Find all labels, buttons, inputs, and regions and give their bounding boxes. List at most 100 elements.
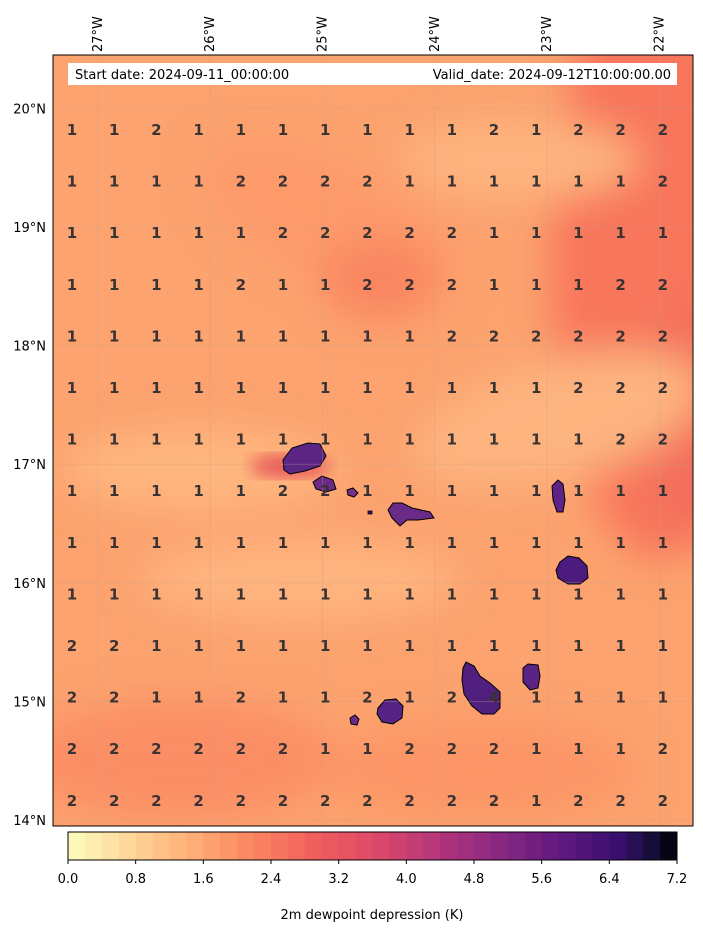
station-value: 2 [278,173,288,191]
colorbar-tick-label: 0.0 [58,872,79,887]
station-value: 2 [320,792,330,810]
island-sal [551,479,566,513]
station-value: 1 [531,792,541,810]
colorbar-band [254,832,272,860]
station-value: 1 [615,740,625,758]
station-value: 1 [320,327,330,345]
station-value: 1 [151,689,161,707]
island-santiago [461,661,501,715]
station-value: 1 [236,327,246,345]
colorbar-band [490,832,509,860]
station-value: 1 [109,431,119,449]
station-value: 1 [109,121,119,139]
station-value: 1 [489,534,499,552]
station-value: 2 [236,740,246,758]
station-value: 1 [658,482,668,500]
station-value: 1 [193,327,203,345]
station-value: 1 [278,121,288,139]
station-value: 1 [489,431,499,449]
station-value: 2 [109,637,119,655]
colorbar-band [304,832,323,860]
station-value: 1 [489,585,499,603]
station-value: 1 [615,637,625,655]
station-value: 1 [615,689,625,707]
colorbar-band [203,832,221,860]
colorbar-band [575,832,593,860]
station-value: 1 [447,637,457,655]
colorbar-band [135,832,154,860]
station-value: 1 [531,379,541,397]
start-date-label: Start date: 2024-09-11_00:00:00 [75,68,289,83]
colorbar-band [474,832,492,860]
station-value: 1 [404,431,414,449]
station-value: 2 [278,740,288,758]
colorbar-tick-label: 4.0 [396,872,417,887]
colorbar-band [660,832,678,860]
station-value: 1 [109,224,119,242]
station-value: 1 [278,327,288,345]
longitude-tick-label: 24°W [428,16,443,52]
station-value: 1 [615,534,625,552]
latitude-tick-label: 15°N [13,695,46,710]
station-value: 1 [362,637,372,655]
colorbar-band [186,832,204,860]
station-value: 2 [151,792,161,810]
station-value: 2 [447,224,457,242]
colorbar: 0.0 0.8 1.6 2.4 3.2 4.0 4.8 5.6 6.4 7.2 2m dewpoi… [58,831,687,923]
station-value: 1 [193,276,203,294]
station-value: 1 [193,637,203,655]
colorbar-band [372,832,390,860]
station-value: 1 [320,379,330,397]
station-value: 1 [151,276,161,294]
colorbar-band [287,832,306,860]
station-value: 2 [236,276,246,294]
longitude-tick-label: 22°W [652,16,667,52]
station-value: 1 [193,482,203,500]
station-value: 1 [573,224,583,242]
station-value: 2 [404,740,414,758]
station-value: 2 [278,224,288,242]
station-value: 1 [320,534,330,552]
station-value: 2 [489,121,499,139]
island-sao-nicolau [367,502,435,527]
colorbar-band [355,832,373,860]
station-value: 2 [362,173,372,191]
station-value: 1 [447,173,457,191]
colorbar-bands [68,832,678,860]
colorbar-band [169,832,187,860]
station-value: 1 [320,689,330,707]
station-value: 1 [278,534,288,552]
station-value: 2 [151,121,161,139]
station-value: 1 [67,585,77,603]
station-value: 1 [151,637,161,655]
station-value: 1 [67,379,77,397]
station-value: 1 [404,327,414,345]
station-value: 1 [447,534,457,552]
station-value: 2 [362,276,372,294]
colorbar-band [609,832,627,860]
station-value: 1 [151,431,161,449]
station-value: 2 [193,740,203,758]
colorbar-band [558,832,576,860]
station-value: 1 [278,431,288,449]
station-value: 1 [67,482,77,500]
colorbar-band [626,832,644,860]
station-value: 2 [447,276,457,294]
colorbar-band [457,832,475,860]
map-panel: 1 1 2 1 1 1 1 1 1 1 2 1 2 2 2 1 1 1 1 2 2 2 2 1 1 1 1 1 1 2 1 1 1 1 1 2 2 2 2 2… [53,55,693,826]
station-value: 1 [615,482,625,500]
station-value: 1 [489,224,499,242]
islands [250,442,589,726]
station-value: 2 [236,689,246,707]
station-value: 2 [531,327,541,345]
station-value: 1 [278,585,288,603]
colorbar-frame [67,831,678,861]
station-value: 1 [362,534,372,552]
station-value: 1 [447,585,457,603]
station-value: 2 [67,637,77,655]
station-value: 2 [362,792,372,810]
station-value: 1 [236,379,246,397]
station-value: 1 [489,482,499,500]
station-value: 1 [489,276,499,294]
